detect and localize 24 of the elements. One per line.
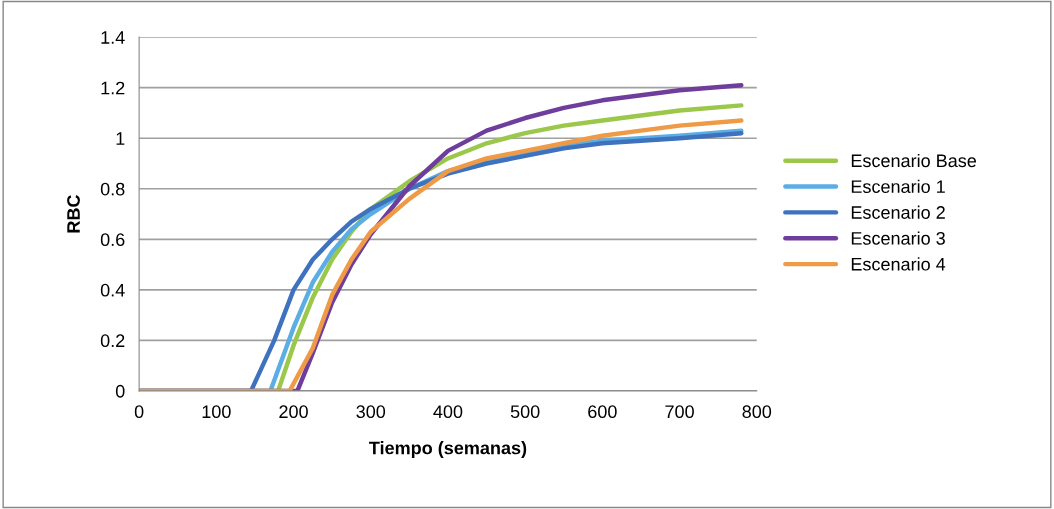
x-tick-label: 700	[665, 405, 694, 419]
y-tick-label: 0	[115, 384, 125, 398]
y-tick-label: 1.2	[101, 81, 125, 95]
legend-label: Escenario Base	[851, 153, 977, 168]
x-tick-label: 100	[202, 405, 231, 419]
x-tick-label: 200	[279, 405, 308, 419]
legend-label: Escenario 1	[851, 179, 945, 194]
x-tick-label: 600	[588, 405, 617, 419]
y-tick-label: 0.2	[100, 334, 125, 348]
y-tick-label: 1.4	[101, 31, 125, 44]
y-tick-label: 0.6	[100, 233, 125, 247]
x-tick-label: 800	[742, 405, 772, 419]
x-tick-label: 0	[134, 405, 144, 419]
legend-label: Escenario 2	[851, 205, 945, 219]
legend-label: Escenario 3	[851, 231, 945, 245]
x-tick-label: 400	[433, 405, 463, 419]
x-tick-label: 300	[356, 405, 386, 419]
x-tick-label: 500	[510, 405, 540, 419]
y-tick-label: 0.4	[100, 283, 125, 297]
y-tick-label: 1	[116, 132, 125, 145]
y-axis-title: RBC	[67, 194, 80, 233]
x-axis-title: Tiempo (semanas)	[369, 441, 527, 458]
y-tick-label: 0.8	[100, 182, 125, 196]
legend-label: Escenario 4	[851, 257, 946, 271]
